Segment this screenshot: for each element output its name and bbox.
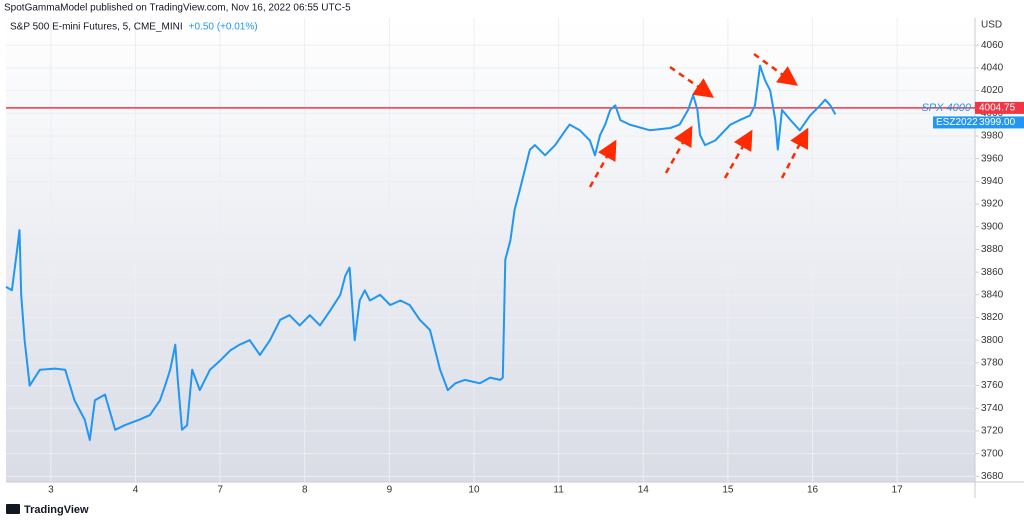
- price-label: 3999.00: [979, 117, 1016, 128]
- y-tick-label: 3880: [981, 244, 1004, 255]
- y-tick-label: 3920: [981, 199, 1004, 210]
- arrow: [753, 52, 799, 86]
- logo: [6, 504, 20, 514]
- x-tick-label: 10: [468, 485, 480, 496]
- price-label-box: [975, 116, 1024, 129]
- chart-title: S&P 500 E-mini Futures, 5, CME_MINI: [10, 22, 183, 33]
- y-tick-label: 3680: [981, 471, 1004, 482]
- y-tick-label: 3720: [981, 426, 1004, 437]
- x-tick-label: 17: [892, 485, 904, 496]
- series-name: ESZ2022: [936, 117, 978, 128]
- x-tick-label: 15: [722, 485, 734, 496]
- y-tick-label: 3800: [981, 335, 1004, 346]
- y-tick-label: 3700: [981, 448, 1004, 459]
- arrow: [780, 127, 809, 179]
- x-tick-label: 8: [302, 485, 308, 496]
- y-tick-label: 3820: [981, 312, 1004, 323]
- logo-icon: [6, 504, 20, 514]
- y-tick-label: 3960: [981, 153, 1004, 164]
- header: SpotGammaModel published on TradingView.…: [4, 3, 351, 14]
- annotation-arrows: [588, 52, 809, 188]
- hline-name: SPX 4000: [921, 102, 971, 114]
- series-name-box: [933, 116, 975, 129]
- y-tick-label: 4060: [981, 40, 1004, 51]
- change: +0.50 (+0.01%): [189, 22, 258, 33]
- x-tick-label: 4: [133, 485, 139, 496]
- y-tick-label: 3840: [981, 289, 1004, 300]
- y-tick-label: 4040: [981, 63, 1004, 74]
- x-tick-label: 9: [387, 485, 393, 496]
- arrow: [588, 139, 617, 188]
- arrow: [723, 129, 753, 179]
- hline-label: 4004.75: [979, 103, 1016, 114]
- plot-background: [6, 18, 975, 482]
- y-tick-label: 3780: [981, 358, 1004, 369]
- y-tick-label: 3980: [981, 131, 1004, 142]
- x-tick-label: 7: [217, 485, 223, 496]
- arrow: [664, 125, 693, 174]
- x-tick-label: 14: [638, 485, 650, 496]
- y-tick-label: 3900: [981, 221, 1004, 232]
- x-tick-label: 11: [553, 485, 564, 496]
- y-tick-label: 3760: [981, 380, 1004, 391]
- y-tick-label: 3940: [981, 176, 1004, 187]
- y-tick-label: 3860: [981, 267, 1004, 278]
- arrow: [669, 65, 715, 98]
- currency: USD: [981, 20, 1002, 31]
- hline-label-box: [975, 101, 1024, 114]
- price-line: [5, 64, 837, 441]
- x-tick-label: 16: [807, 485, 819, 496]
- y-tick-label: 4020: [981, 85, 1004, 96]
- x-tick-label: 3: [48, 485, 54, 496]
- y-tick-label: 3740: [981, 403, 1004, 414]
- footer: TradingView: [24, 504, 89, 516]
